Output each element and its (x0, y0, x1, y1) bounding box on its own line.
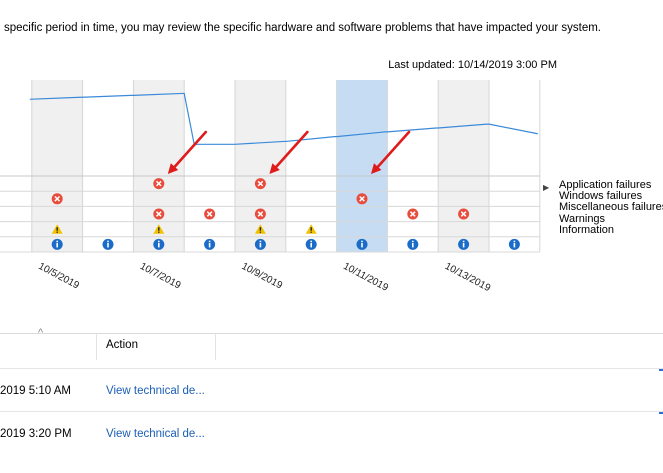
column-separator[interactable] (215, 334, 216, 360)
warning-icon (153, 224, 165, 234)
column-background (387, 80, 439, 252)
column-background (489, 80, 540, 252)
error-icon (356, 193, 368, 205)
annotation-arrow (371, 130, 411, 174)
legend-windows-failures: Windows failures (559, 190, 643, 203)
row-marker (659, 369, 663, 371)
reliability-chart[interactable]: 10/5/2019 10/7/2019 10/9/2019 10/11/2019 10/… (0, 78, 550, 313)
legend-miscellaneous-failures: Miscellaneous failures (559, 201, 663, 214)
info-icon (407, 238, 419, 250)
column-separator[interactable] (96, 334, 97, 360)
info-icon (356, 238, 368, 250)
error-icon (153, 208, 165, 220)
column-background (82, 80, 134, 252)
column-background (31, 80, 83, 252)
annotation-arrow (269, 130, 309, 174)
column-background (0, 80, 32, 252)
info-icon (51, 238, 63, 250)
row-date: 2019 5:10 AM (0, 385, 71, 397)
info-icon (458, 238, 470, 250)
legend-information: Information (559, 223, 615, 236)
date-tick-label: 10/13/2019 (443, 261, 493, 294)
error-icon (254, 178, 266, 190)
error-icon (153, 178, 165, 190)
warning-icon (51, 224, 63, 234)
error-icon (458, 208, 470, 220)
event-legend: Application failures Windows failures Mi… (559, 179, 663, 236)
last-updated-label: Last updated: 10/14/2019 3:00 PM (388, 59, 557, 71)
info-icon (153, 238, 165, 250)
error-icon (407, 208, 419, 220)
info-icon (305, 238, 317, 250)
sort-ascending-icon[interactable]: ^ (38, 327, 44, 339)
column-header-action[interactable]: Action (106, 339, 138, 351)
date-tick-label: 10/7/2019 (138, 261, 183, 292)
column-background (285, 80, 337, 252)
row-marker (659, 412, 663, 414)
column-background (438, 80, 489, 252)
info-icon (254, 238, 266, 250)
info-icon (204, 238, 216, 250)
table-row[interactable]: 2019 5:10 AM View technical de... (0, 368, 663, 411)
error-icon (204, 208, 216, 220)
info-icon (102, 238, 114, 250)
date-tick-label: 10/5/2019 (36, 261, 81, 292)
table-header-divider (0, 333, 663, 334)
view-technical-details-link[interactable]: View technical de... (106, 385, 205, 397)
view-technical-details-link[interactable]: View technical de... (106, 428, 205, 440)
legend-warnings: Warnings (559, 212, 606, 225)
stability-index-line (29, 92, 538, 145)
row-date: 2019 3:20 PM (0, 428, 72, 440)
warning-icon (305, 224, 317, 234)
info-icon (508, 238, 520, 250)
date-tick-label: 10/11/2019 (341, 261, 390, 294)
expand-legend-icon[interactable]: ▶ (543, 183, 550, 192)
annotation-arrow (167, 130, 208, 174)
column-background (184, 80, 235, 252)
intro-text: specific period in time, you may review … (4, 22, 601, 34)
date-tick-label: 10/9/2019 (240, 261, 285, 292)
error-icon (51, 193, 63, 205)
error-icon (254, 208, 266, 220)
table-row[interactable]: 2019 3:20 PM View technical de... (0, 411, 663, 454)
warning-icon (254, 224, 266, 234)
legend-application-failures: Application failures (559, 179, 652, 191)
